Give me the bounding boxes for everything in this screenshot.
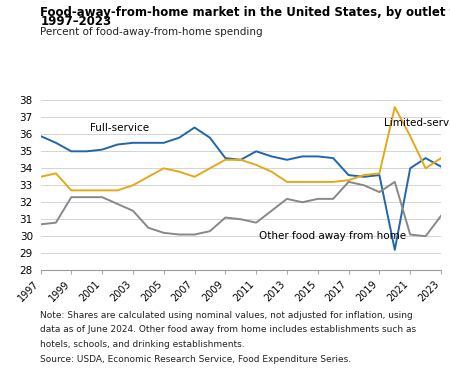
Text: Note: Shares are calculated using nominal values, not adjusted for inflation, us: Note: Shares are calculated using nomina… bbox=[40, 311, 413, 320]
Text: hotels, schools, and drinking establishments.: hotels, schools, and drinking establishm… bbox=[40, 340, 245, 349]
Text: data as of June 2024. Other food away from home includes establishments such as: data as of June 2024. Other food away fr… bbox=[40, 325, 417, 334]
Text: Source: USDA, Economic Research Service, Food Expenditure Series.: Source: USDA, Economic Research Service,… bbox=[40, 355, 351, 364]
Text: Limited-service: Limited-service bbox=[384, 117, 450, 127]
Text: Food-away-from-home market in the United States, by outlet type,: Food-away-from-home market in the United… bbox=[40, 6, 450, 19]
Text: Full-service: Full-service bbox=[90, 124, 149, 134]
Text: 1997–2023: 1997–2023 bbox=[40, 15, 112, 29]
Text: Percent of food-away-from-home spending: Percent of food-away-from-home spending bbox=[40, 27, 263, 37]
Text: Other food away from home: Other food away from home bbox=[259, 231, 406, 241]
